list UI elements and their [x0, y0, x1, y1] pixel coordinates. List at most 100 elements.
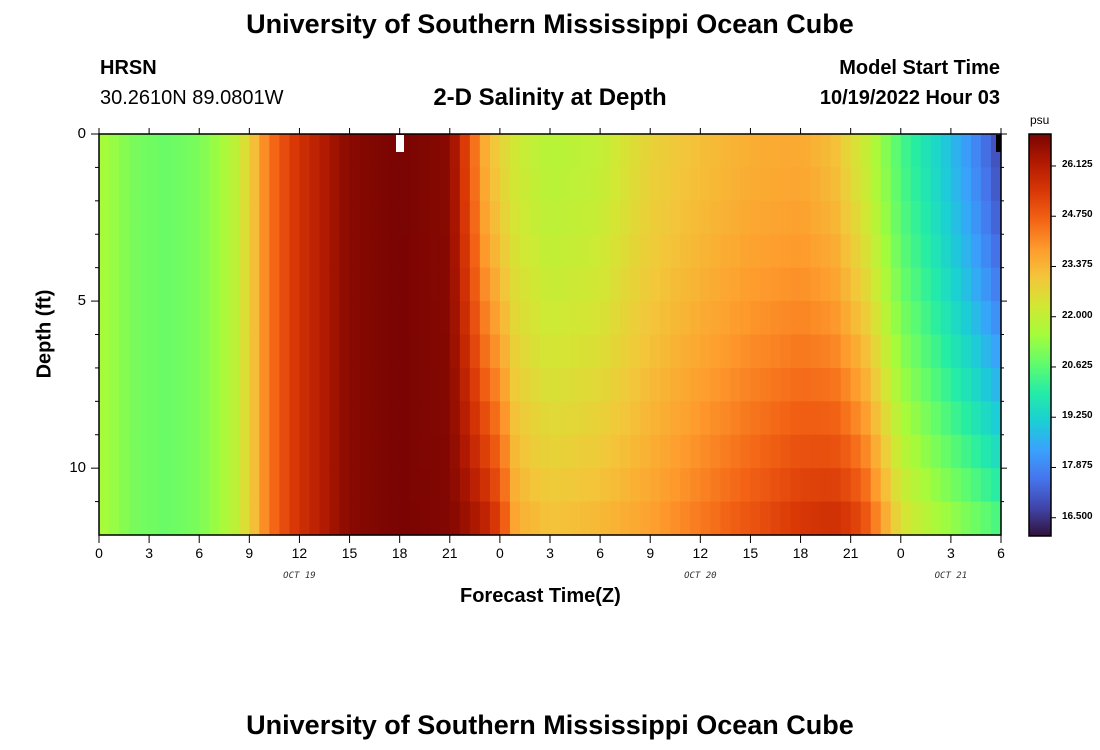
heatmap-cell [139, 134, 150, 169]
heatmap-cell [399, 267, 411, 302]
heatmap-cell [239, 501, 250, 536]
heatmap-cell [810, 334, 822, 369]
heatmap-cell [860, 267, 872, 302]
heatmap-cell [539, 434, 551, 469]
heatmap-cell [550, 301, 561, 336]
heatmap-cell [780, 401, 792, 436]
heatmap-cell [670, 367, 681, 402]
heatmap-cell [640, 267, 651, 302]
heatmap-cell [469, 134, 481, 169]
heatmap-cell [870, 468, 882, 503]
heatmap-cell [479, 167, 491, 202]
heatmap-cell [509, 267, 521, 302]
heatmap-cell [730, 167, 742, 202]
heatmap-cell [910, 167, 922, 202]
heatmap-cell [459, 134, 471, 169]
heatmap-cell [379, 501, 391, 536]
heatmap-cell [489, 134, 501, 169]
heatmap-cell [209, 267, 220, 302]
heatmap-cell [810, 234, 822, 269]
heatmap-cell [810, 468, 822, 503]
heatmap-cell [259, 367, 270, 402]
heatmap-cell [269, 267, 280, 302]
heatmap-cell [670, 167, 681, 202]
heatmap-cell [519, 468, 531, 503]
heatmap-cell [409, 167, 421, 202]
heatmap-cell [770, 468, 782, 503]
heatmap-cell [159, 434, 170, 469]
heatmap-cell [499, 468, 511, 503]
heatmap-cell [750, 167, 762, 202]
x-ticks [98, 128, 1002, 543]
heatmap-cell [770, 401, 782, 436]
heatmap-cell [439, 301, 451, 336]
heatmap-cell [119, 434, 130, 469]
heatmap-cell [529, 134, 541, 169]
colorbar-tick-label: 19.250 [1062, 410, 1093, 422]
heatmap-cell [740, 334, 752, 369]
heatmap-cell [329, 234, 341, 269]
heatmap-cell [970, 267, 982, 302]
heatmap-cell [149, 434, 160, 469]
heatmap-cell [760, 367, 772, 402]
heatmap-cell [820, 334, 832, 369]
heatmap-cell [660, 234, 671, 269]
heatmap-cell [419, 167, 431, 202]
heatmap-cell [529, 234, 541, 269]
heatmap-cell [630, 367, 641, 402]
heatmap-cell [930, 367, 942, 402]
heatmap-cell [680, 468, 691, 503]
heatmap-cell [499, 234, 511, 269]
heatmap-cell [840, 401, 852, 436]
heatmap-cell [660, 267, 671, 302]
heatmap-cell [179, 167, 190, 202]
heatmap-cell [389, 367, 401, 402]
heatmap-cell [489, 401, 501, 436]
heatmap-cell [580, 267, 591, 302]
heatmap-cell [620, 334, 631, 369]
heatmap-cell [259, 434, 270, 469]
heatmap-cell [830, 501, 842, 536]
heatmap-cell [209, 234, 220, 269]
heatmap-cell [539, 200, 551, 235]
heatmap-cell [610, 334, 621, 369]
heatmap-cell [139, 468, 150, 503]
heatmap-cell [99, 301, 110, 336]
heatmap-cell [840, 367, 852, 402]
heatmap-cell [670, 234, 681, 269]
heatmap-cell [840, 434, 852, 469]
heatmap-cell [740, 267, 752, 302]
heatmap-cell [379, 468, 391, 503]
heatmap-cell [720, 167, 731, 202]
heatmap-cell [720, 134, 731, 169]
heatmap-cell [519, 134, 531, 169]
heatmap-cell [339, 234, 351, 269]
heatmap-cell [199, 367, 210, 402]
heatmap-cell [179, 401, 190, 436]
heatmap-cell [369, 434, 381, 469]
heatmap-cell [199, 134, 210, 169]
heatmap-cell [700, 167, 711, 202]
heatmap-cell [189, 334, 200, 369]
heatmap-cell [179, 367, 190, 402]
heatmap-cell [570, 267, 581, 302]
heatmap-cell [770, 334, 782, 369]
heatmap-cell [590, 267, 601, 302]
heatmap-cell [419, 501, 431, 536]
heatmap-cell [379, 401, 391, 436]
heatmap-cell [219, 401, 230, 436]
heatmap-cell [890, 234, 902, 269]
heatmap-cell [960, 468, 972, 503]
heatmap-cell [129, 401, 140, 436]
heatmap-cell [309, 134, 321, 169]
heatmap-cell [900, 367, 912, 402]
heatmap-cell [670, 434, 681, 469]
heatmap-cell [920, 134, 932, 169]
heatmap-cell [770, 234, 782, 269]
heatmap-cell [690, 334, 701, 369]
heatmap-cell [830, 234, 842, 269]
heatmap-cell [620, 501, 631, 536]
heatmap-cell [499, 200, 511, 235]
heatmap-cell [700, 267, 711, 302]
heatmap-cell [129, 301, 140, 336]
